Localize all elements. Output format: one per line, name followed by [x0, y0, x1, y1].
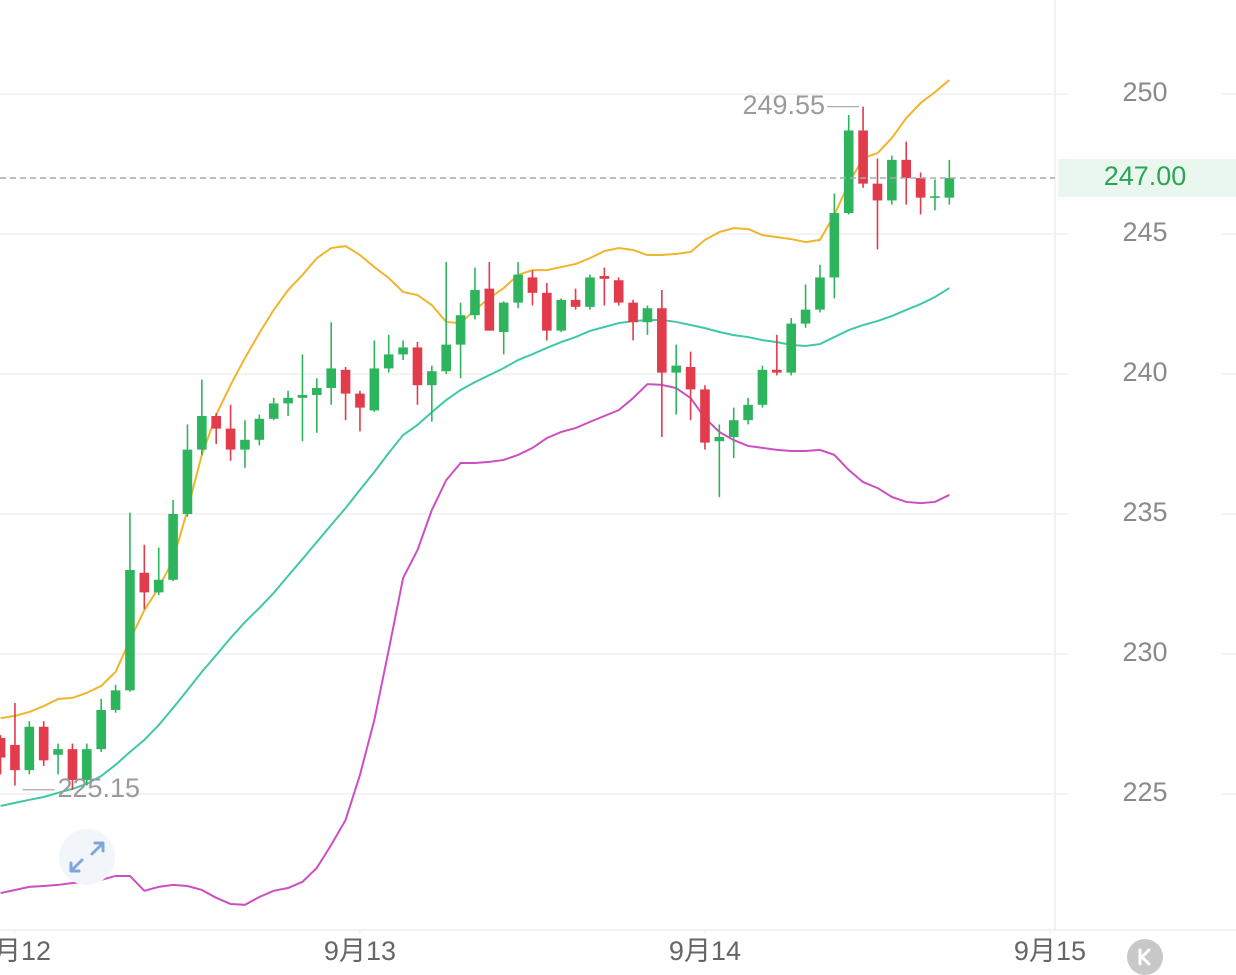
current-price-box	[1058, 159, 1236, 198]
grid	[0, 93, 1236, 934]
x-tick-label: 9月14	[669, 936, 741, 966]
candle-body	[887, 159, 897, 201]
candle-body	[441, 344, 452, 372]
candle-body	[182, 449, 193, 514]
candle-body	[815, 277, 825, 310]
candle-body	[728, 420, 739, 438]
candle-body	[197, 416, 207, 450]
candle-body	[513, 274, 523, 303]
candle-body	[930, 196, 940, 198]
candle-body	[398, 347, 408, 355]
scroll-latest-icon	[1138, 948, 1151, 966]
x-tick-label: 9月13	[324, 936, 396, 966]
scroll-latest-bg	[1127, 939, 1163, 975]
expand-button-bg	[59, 829, 115, 885]
candle-body	[901, 159, 912, 179]
candle-body	[829, 213, 840, 278]
candle-body	[800, 309, 811, 324]
bollinger-bands	[0, 79, 950, 906]
candle-body	[139, 572, 150, 593]
candle-body	[240, 439, 250, 450]
candle-body	[642, 308, 653, 323]
y-tick-label: 230	[1122, 637, 1167, 667]
y-tick-label: 225	[1122, 777, 1167, 807]
candle-body	[944, 178, 955, 198]
low-label: 225.15	[57, 773, 140, 803]
candle-body	[757, 369, 768, 405]
candle-body	[96, 709, 107, 750]
candle-body	[369, 368, 380, 411]
candle-body	[82, 749, 92, 780]
candle-body	[570, 299, 581, 307]
candle-body	[872, 183, 883, 201]
candle-body	[455, 315, 466, 345]
candle-body	[297, 395, 308, 398]
candle-body	[53, 749, 63, 755]
band-line	[0, 383, 950, 906]
candle-body	[657, 308, 667, 373]
candle-body	[153, 579, 164, 593]
band-line	[0, 79, 950, 720]
y-tick-label: 240	[1122, 357, 1167, 387]
candle-body	[498, 302, 509, 333]
candle-body	[254, 418, 265, 440]
scroll-latest-button[interactable]	[1127, 939, 1163, 975]
candle-body	[915, 178, 926, 198]
candle-body	[585, 277, 595, 307]
candle-body	[110, 690, 121, 710]
candle-body	[527, 277, 538, 293]
candle-body	[10, 744, 20, 771]
labels: 225 230 235 240 245 250 9月12 9月13 9月14 9月15 247.00…	[0, 77, 1236, 966]
candle-body	[383, 354, 394, 369]
candle-body	[67, 749, 78, 780]
candle-body	[340, 369, 351, 394]
candle-body	[786, 323, 797, 373]
x-tick-label: 9月12	[0, 936, 51, 966]
candle-body	[858, 130, 868, 184]
candle-body	[685, 367, 696, 390]
candle-body	[556, 299, 567, 331]
candle-body	[0, 737, 6, 758]
candle-body	[542, 292, 552, 331]
y-tick-label: 245	[1122, 217, 1167, 247]
candle-body	[312, 388, 322, 396]
candle-body	[225, 428, 236, 450]
high-label: 249.55	[742, 90, 825, 120]
candle-body	[484, 288, 495, 331]
candle-body	[125, 569, 135, 691]
candles	[0, 106, 955, 790]
x-tick-label: 9月15	[1014, 936, 1086, 966]
candle-body	[427, 371, 437, 386]
candle-body	[843, 130, 854, 214]
candle-body	[283, 397, 293, 404]
candle-body	[168, 513, 178, 580]
candle-body	[326, 368, 337, 389]
candle-body	[211, 416, 222, 429]
expand-icon	[69, 841, 105, 873]
candle-body	[268, 403, 279, 419]
candle-body	[599, 276, 610, 279]
candle-body	[714, 437, 725, 442]
candle-body	[613, 280, 624, 303]
candle-body	[772, 369, 782, 373]
y-tick-label: 250	[1122, 77, 1167, 107]
candle-body	[355, 393, 365, 408]
candle-body	[700, 389, 710, 443]
y-tick-label: 235	[1122, 497, 1167, 527]
candle-body	[743, 404, 753, 421]
candle-body	[628, 302, 638, 323]
candle-body	[24, 726, 35, 771]
current-price-label: 247.00	[1104, 161, 1187, 191]
candle-body	[671, 365, 682, 373]
candle-body	[412, 347, 423, 386]
band-line	[0, 287, 950, 807]
expand-button[interactable]	[59, 829, 115, 885]
candle-body	[38, 726, 49, 761]
candle-body	[470, 290, 480, 316]
